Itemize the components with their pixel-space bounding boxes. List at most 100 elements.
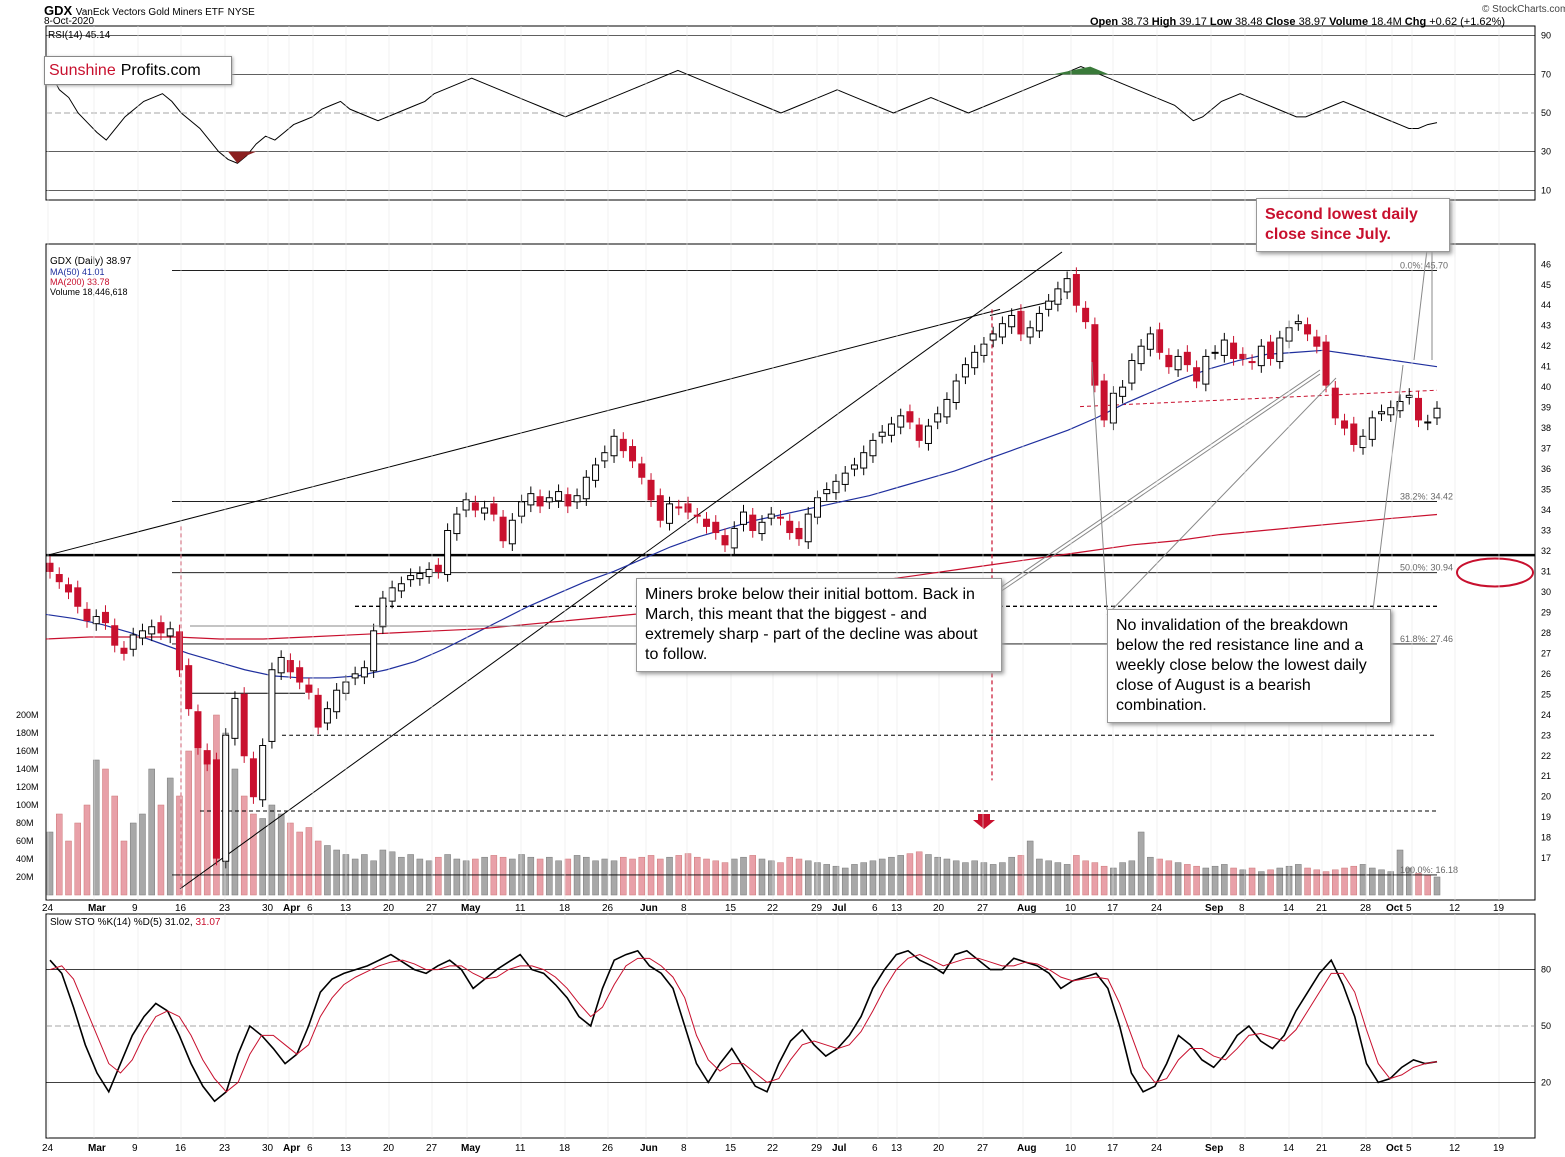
candle-body	[388, 587, 396, 602]
volume-bar	[610, 860, 618, 896]
price-tick-label: 22	[1541, 751, 1551, 761]
price-tick-label: 35	[1541, 485, 1551, 495]
candle-body	[360, 667, 368, 678]
volume-bar	[231, 768, 239, 896]
candle-body	[1313, 336, 1321, 347]
sto-line-k	[49, 949, 1438, 1103]
price-tick-label: 17	[1541, 853, 1551, 863]
x-axis-label-bottom: 27	[426, 1143, 438, 1154]
candle-body	[943, 398, 951, 418]
x-axis-label-bottom: 16	[175, 1143, 187, 1154]
candle-body	[1146, 333, 1154, 350]
candle-body	[1017, 310, 1025, 335]
candle-body	[1378, 411, 1386, 415]
annotation-pointer	[999, 373, 1321, 593]
volume-bar	[1202, 867, 1210, 896]
price-tick-label: 29	[1541, 607, 1551, 617]
x-axis-label-bottom: Jul	[832, 1143, 847, 1154]
x-axis-label-bottom: Sep	[1205, 1143, 1223, 1154]
volume-bar	[869, 860, 877, 896]
volume-bar	[943, 858, 951, 896]
x-axis-label-bottom: Aug	[1017, 1143, 1036, 1154]
high-label: High	[1151, 16, 1177, 28]
volume-bar	[906, 853, 914, 896]
candle-body	[730, 527, 738, 549]
volume-bar	[425, 860, 433, 896]
candle-body	[536, 496, 544, 507]
volume-bar	[1036, 858, 1043, 896]
volume-arrow-icon	[973, 814, 995, 829]
rsi-legend: RSI(14) 45.14	[48, 30, 111, 41]
candle-body	[804, 513, 812, 543]
price-tick-label: 34	[1541, 505, 1551, 515]
candle-body	[998, 323, 1006, 338]
volume-tick-label: 140M	[16, 764, 39, 774]
volume-bar	[832, 865, 840, 896]
candle-body	[573, 495, 581, 503]
volume-bar	[795, 858, 803, 896]
candle-body	[1193, 367, 1201, 382]
candle-body	[610, 435, 618, 457]
candle-body	[1257, 345, 1265, 367]
volume-bar	[305, 827, 313, 896]
candle-body	[175, 631, 183, 671]
volume-bar	[481, 856, 488, 896]
candle-body	[666, 503, 674, 524]
candle-body	[397, 583, 405, 592]
x-axis-label: 27	[426, 903, 438, 914]
volume-bar	[1082, 860, 1089, 896]
rsi-tick-label: 30	[1541, 147, 1551, 157]
candle-body	[434, 564, 442, 572]
candle-body	[629, 446, 637, 462]
x-axis-label-bottom: 23	[219, 1143, 231, 1154]
rsi-tick-label: 50	[1541, 108, 1551, 118]
volume-bar	[1128, 860, 1136, 896]
candle-body	[1341, 420, 1349, 429]
candle-body	[813, 497, 821, 518]
volume-bar	[989, 864, 997, 896]
rsi-oversold-fill	[228, 151, 257, 164]
volume-bar	[1211, 865, 1219, 896]
price-tick-label: 38	[1541, 423, 1551, 433]
x-axis-label: 16	[175, 903, 187, 914]
volume-bar	[388, 851, 396, 896]
volume-bar	[1174, 862, 1182, 896]
candle-body	[703, 518, 711, 527]
price-tick-label: 43	[1541, 321, 1551, 331]
candle-body	[305, 684, 313, 693]
candle-body	[592, 464, 600, 481]
x-axis-label: 6	[307, 903, 313, 914]
candle-body	[869, 439, 877, 457]
volume-bar	[1008, 856, 1015, 896]
candle-body	[952, 380, 960, 404]
x-axis-label: 29	[811, 903, 823, 914]
volume-bar	[129, 822, 137, 896]
candle-body	[897, 415, 905, 428]
price-legend-gdx: GDX (Daily) 38.97	[50, 256, 132, 267]
candle-body	[1433, 407, 1441, 419]
candle-body	[795, 527, 803, 540]
candle-body	[240, 693, 248, 757]
volume-bar	[1378, 869, 1385, 896]
etf-name: VanEck Vectors Gold Miners ETF	[75, 7, 224, 18]
x-axis-label-bottom: May	[461, 1143, 481, 1154]
candle-body	[758, 521, 766, 535]
candle-body	[841, 472, 849, 485]
volume-bar	[240, 795, 248, 896]
volume-bar	[860, 862, 867, 896]
volume-bar	[740, 856, 747, 896]
candle-body	[924, 425, 932, 444]
candle-body	[878, 431, 886, 437]
candle-body	[1156, 329, 1164, 353]
x-axis-label: 27	[977, 903, 989, 914]
candle-body	[647, 479, 655, 501]
candle-body	[693, 514, 701, 517]
x-axis-label-bottom: 5	[1406, 1143, 1412, 1154]
candle-body	[555, 491, 563, 502]
sto-tick-label: 80	[1541, 965, 1551, 975]
candle-body	[323, 708, 331, 724]
candle-body	[1322, 341, 1330, 386]
ticker-symbol: GDX	[44, 3, 73, 18]
x-axis-label: Jul	[832, 903, 847, 914]
